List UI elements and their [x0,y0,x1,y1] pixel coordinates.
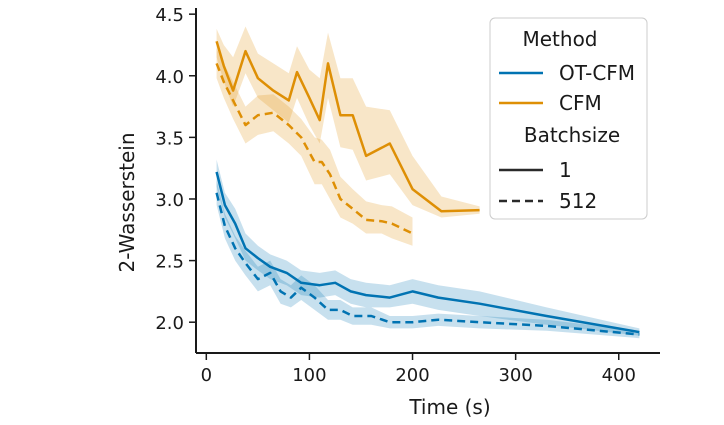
legend-label-batch-1: 1 [559,158,572,182]
y-tick-label: 2.5 [155,252,184,273]
y-tick-label: 4.5 [155,5,184,26]
y-tick-label: 2.0 [155,313,184,334]
y-tick-label: 3.0 [155,190,184,211]
band-cfm-batch-1 [216,26,480,218]
line-ot-cfm-batch-512 [215,192,640,336]
y-tick-label: 3.5 [155,128,184,149]
y-axis-label: 2-Wasserstein [115,132,139,272]
legend-title-batchsize: Batchsize [524,123,620,147]
y-axis-ticks: 2.0 2.5 3.0 3.5 4.0 4.5 [155,5,196,334]
legend: Method OT-CFM CFM Batchsize 1 512 [489,17,648,220]
band-cfm-batch-512 [216,48,413,246]
confidence-bands [216,26,640,339]
series-lines [215,40,640,336]
legend-label-ot-cfm: OT-CFM [559,61,635,85]
x-tick-label: 300 [498,365,532,386]
line-cfm-batch-512 [215,62,414,235]
line-cfm-batch-1 [215,40,480,213]
x-tick-label: 0 [201,365,212,386]
line-ot-cfm-batch-1 [215,171,640,334]
x-axis-label: Time (s) [408,395,490,419]
x-axis-ticks: 0 100 200 300 400 [201,353,636,386]
legend-label-cfm: CFM [559,91,602,115]
x-tick-label: 100 [292,365,326,386]
legend-label-batch-512: 512 [559,189,597,213]
x-tick-label: 200 [395,365,429,386]
band-ot-cfm-batch-512 [216,180,640,339]
x-tick-label: 400 [602,365,636,386]
y-tick-label: 4.0 [155,67,184,88]
legend-title-method: Method [522,27,597,51]
band-ot-cfm-batch-1 [216,159,640,336]
axes: 0 100 200 300 400 2.0 2.5 3.0 3.5 4.0 4.5 Time (s… [115,5,660,419]
